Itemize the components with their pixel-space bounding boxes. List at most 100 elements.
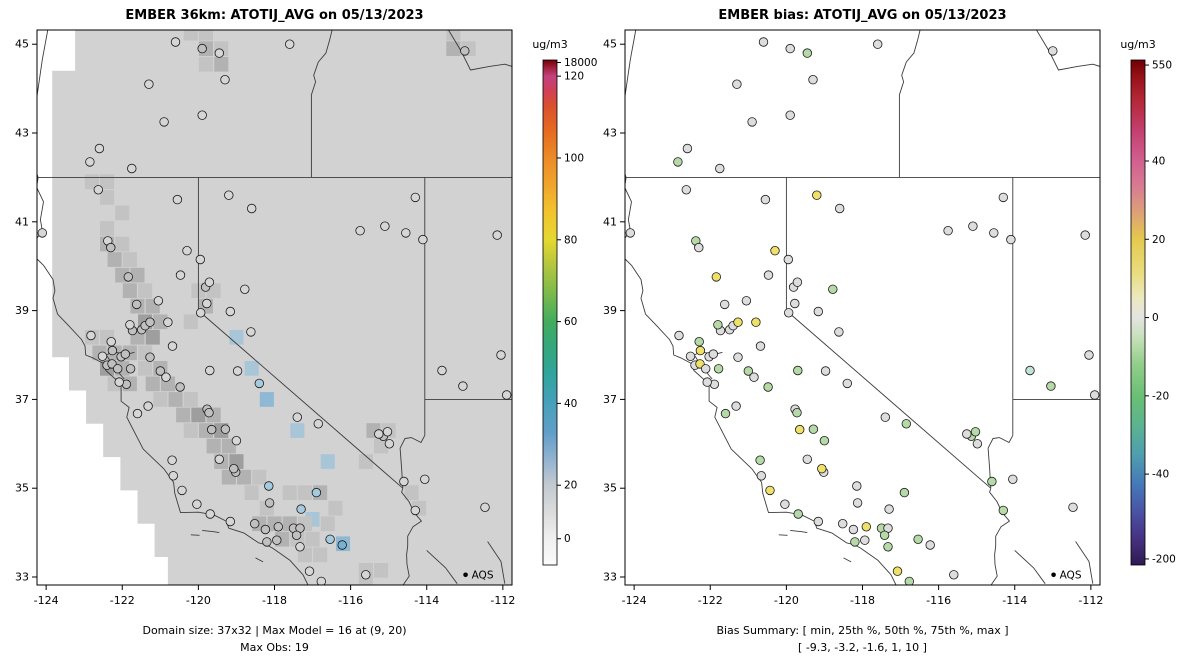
station-point (420, 474, 430, 485)
model-grid-cell (244, 361, 259, 376)
station-point (802, 454, 813, 465)
station-point (1048, 46, 1058, 56)
station-point (835, 203, 845, 214)
station-point (780, 499, 790, 509)
model-grid-cell (328, 500, 343, 516)
station-point (225, 306, 236, 317)
station-point (785, 110, 795, 120)
station-point (175, 270, 186, 280)
station-point (817, 464, 827, 474)
left-caption-line2: Max Obs: 19 (240, 641, 309, 654)
model-grid-cell (237, 469, 252, 485)
station-point (1006, 234, 1016, 245)
border-az-line-1 (1014, 550, 1046, 584)
station-point (232, 366, 243, 376)
station-point (145, 317, 155, 327)
model-grid-cell (100, 190, 115, 205)
station-point (708, 349, 719, 359)
station-point (155, 366, 166, 376)
aqs-legend-label: AQS (1060, 569, 1082, 581)
station-point (1080, 230, 1090, 240)
station-point (713, 320, 723, 330)
station-point (161, 372, 171, 382)
border-ca-nv-diagonal (198, 310, 404, 489)
model-grid-cell (130, 267, 145, 283)
colorbar-tick-label: 0 (564, 533, 571, 545)
y-tick-label: 41 (603, 215, 617, 228)
station-point (808, 424, 819, 434)
station-point (694, 242, 704, 253)
model-grid-cell (446, 30, 461, 41)
station-point (163, 317, 173, 327)
station-point (793, 365, 803, 376)
station-point (195, 308, 206, 318)
station-point (131, 299, 142, 310)
station-point (682, 143, 693, 154)
model-grid-cell (198, 30, 213, 41)
station-point (246, 327, 256, 337)
station-point (220, 424, 231, 434)
station-point (852, 481, 862, 491)
station-point (240, 284, 250, 295)
colorbar-tick-label: -40 (1152, 469, 1169, 481)
station-point (792, 408, 802, 418)
station-point (850, 537, 860, 547)
x-tick-label: -112 (490, 594, 515, 607)
station-point (763, 382, 773, 392)
station-point (970, 427, 981, 437)
station-point (674, 330, 684, 341)
model-grid-cell (145, 329, 160, 345)
station-point (260, 524, 271, 535)
station-point (93, 185, 104, 195)
model-grid-cell (206, 438, 221, 454)
border-channel-islands-1 (202, 529, 220, 534)
model-grid-cell (320, 516, 335, 532)
station-point (1046, 381, 1056, 391)
station-point (192, 499, 202, 509)
station-point (701, 364, 711, 374)
station-point (998, 192, 1009, 203)
station-point (262, 537, 272, 547)
y-tick-label: 43 (15, 127, 29, 140)
model-grid-cell (404, 485, 419, 500)
station-point (1084, 350, 1094, 360)
station-point (112, 364, 123, 374)
model-grid-cell (358, 574, 373, 585)
station-point (214, 48, 225, 58)
station-point (733, 317, 743, 327)
x-tick-label: -120 (186, 594, 211, 607)
aqs-legend-label: AQS (472, 569, 494, 581)
station-point (695, 345, 706, 356)
station-point (802, 48, 813, 58)
outside-domain-mask (37, 30, 168, 585)
station-point (681, 185, 692, 195)
station-point (85, 157, 95, 167)
station-point (720, 408, 731, 419)
y-tick-label: 45 (15, 38, 29, 51)
right-caption-line2: [ -9.3, -3.2, -1.6, 1, 10 ] (798, 641, 927, 654)
station-point (792, 277, 803, 287)
station-point (1068, 502, 1078, 513)
colorbar-tick-label: 20 (1152, 234, 1165, 246)
station-point (480, 502, 490, 513)
station-point (229, 464, 239, 474)
station-point (1089, 390, 1100, 400)
border-id-mt-border (447, 30, 512, 71)
bias-map-background (625, 30, 1100, 585)
colorbar-tick-label: 80 (564, 234, 577, 246)
left-caption-line1: Domain size: 37x32 | Max Model = 16 at (… (142, 624, 406, 637)
station-point (204, 408, 214, 418)
station-point (747, 117, 757, 127)
colorbar-tick-label: 18000 (564, 57, 597, 69)
border-az-line-2 (1075, 541, 1094, 584)
model-grid-cell (252, 469, 267, 485)
station-point (720, 299, 730, 310)
station-point (132, 408, 143, 419)
bias-colorbar (1130, 59, 1146, 566)
x-tick-label: -124 (622, 594, 647, 607)
station-point (313, 419, 324, 429)
border-or-id-border (898, 30, 921, 178)
model-grid-cell (259, 392, 274, 407)
station-point (316, 576, 326, 585)
